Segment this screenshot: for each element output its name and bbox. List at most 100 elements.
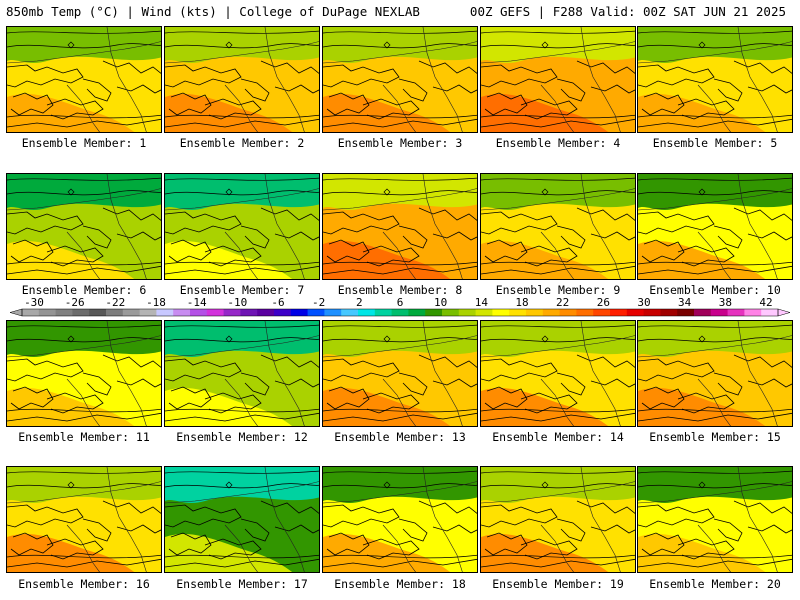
ensemble-member-map <box>480 466 636 573</box>
height-contour <box>481 554 635 559</box>
station-marker-icon <box>383 335 391 343</box>
border-line <box>7 335 161 358</box>
coastline <box>638 64 715 88</box>
warm-region <box>638 534 766 572</box>
temperature-field <box>165 174 319 279</box>
colorbar-swatch <box>509 309 527 316</box>
temperature-colorbar: -30 -26 -22 -18 -14 -10 -6 -2 2 6 10 14 18 22 26 30 34 38… <box>9 296 791 317</box>
border-line <box>264 467 305 572</box>
colorbar-swatch <box>240 309 258 316</box>
colorbar-swatch <box>374 309 392 316</box>
colorbar-tick-label: 18 <box>515 296 528 309</box>
ensemble-member-map <box>164 466 320 573</box>
height-contour <box>481 337 635 343</box>
ensemble-member-map <box>480 320 636 427</box>
border-line <box>382 378 416 426</box>
cool-region <box>323 321 477 357</box>
station-marker-icon <box>541 335 549 343</box>
ensemble-member-label: Ensemble Member: 20 <box>649 577 781 591</box>
ensemble-member-label: Ensemble Member: 16 <box>18 577 150 591</box>
border-line <box>580 467 621 572</box>
temperature-field <box>481 27 635 132</box>
ensemble-member-label: Ensemble Member: 14 <box>492 430 624 444</box>
border-line <box>7 481 161 504</box>
coastline <box>556 78 586 102</box>
ensemble-member-map <box>6 320 162 427</box>
ensemble-member-map <box>480 173 636 280</box>
height-contour <box>638 408 792 413</box>
colorbar-tick-label: 30 <box>637 296 650 309</box>
cool-region <box>638 467 792 503</box>
coastline <box>418 60 477 74</box>
station-marker-icon <box>698 188 706 196</box>
cool-region <box>638 27 792 63</box>
border-line <box>224 524 258 572</box>
coastline <box>638 118 792 128</box>
height-contour <box>323 554 477 559</box>
warm-region <box>165 94 293 132</box>
colorbar-tick-label: -26 <box>65 296 85 309</box>
border-line <box>264 174 305 279</box>
temperature-field <box>323 27 477 132</box>
warm-region <box>7 241 135 279</box>
coastline <box>677 98 735 120</box>
coastline <box>641 239 685 263</box>
coastline <box>82 372 112 396</box>
ensemble-member-label: Ensemble Member: 19 <box>492 577 624 591</box>
height-contour <box>165 554 319 559</box>
height-contour <box>638 261 792 266</box>
warm-region <box>638 241 766 279</box>
ensemble-member-map <box>164 173 320 280</box>
colorbar-swatch <box>710 309 728 316</box>
height-contour <box>481 190 635 196</box>
border-line <box>66 231 100 279</box>
height-contour <box>7 324 161 328</box>
border-line <box>481 41 635 64</box>
border-line <box>481 335 635 358</box>
coastline <box>204 98 262 120</box>
coastline <box>7 358 84 382</box>
coastline <box>10 386 54 410</box>
coastline <box>326 239 370 263</box>
border-line <box>580 321 621 426</box>
height-contour <box>638 337 792 343</box>
height-contour <box>638 190 792 196</box>
coastline <box>481 558 635 568</box>
border-line <box>481 188 635 211</box>
border-line <box>165 188 319 211</box>
ensemble-member-label: Ensemble Member: 18 <box>334 577 466 591</box>
ensemble-member-label: Ensemble Member: 4 <box>495 136 621 150</box>
border-line <box>323 188 477 211</box>
coastline <box>323 265 477 275</box>
temperature-field <box>165 321 319 426</box>
cool-region <box>165 174 319 210</box>
coastline <box>323 358 400 382</box>
colorbar-swatch <box>458 309 476 316</box>
coastline <box>82 518 112 542</box>
temperature-field <box>638 321 792 426</box>
coastline <box>10 532 54 556</box>
height-contour <box>323 190 477 196</box>
border-line <box>382 231 416 279</box>
border-line <box>224 84 258 132</box>
coastline <box>713 518 743 542</box>
coastline <box>733 500 792 514</box>
coastline <box>520 538 578 560</box>
warm-region <box>323 388 451 426</box>
temperature-field <box>638 174 792 279</box>
height-contour <box>481 114 635 119</box>
border-line <box>106 174 147 279</box>
temperature-field <box>7 174 161 279</box>
coastline <box>418 207 477 221</box>
colorbar-swatch <box>542 309 560 316</box>
colorbar-tick-label: 42 <box>759 296 772 309</box>
height-contour <box>323 261 477 266</box>
colorbar-swatch <box>38 309 56 316</box>
border-line <box>540 84 574 132</box>
colorbar-swatch <box>72 309 90 316</box>
colorbar-swatch <box>106 309 124 316</box>
cool-region <box>323 174 477 210</box>
temperature-field <box>638 467 792 572</box>
coastline <box>260 500 319 514</box>
colorbar-swatch <box>425 309 443 316</box>
